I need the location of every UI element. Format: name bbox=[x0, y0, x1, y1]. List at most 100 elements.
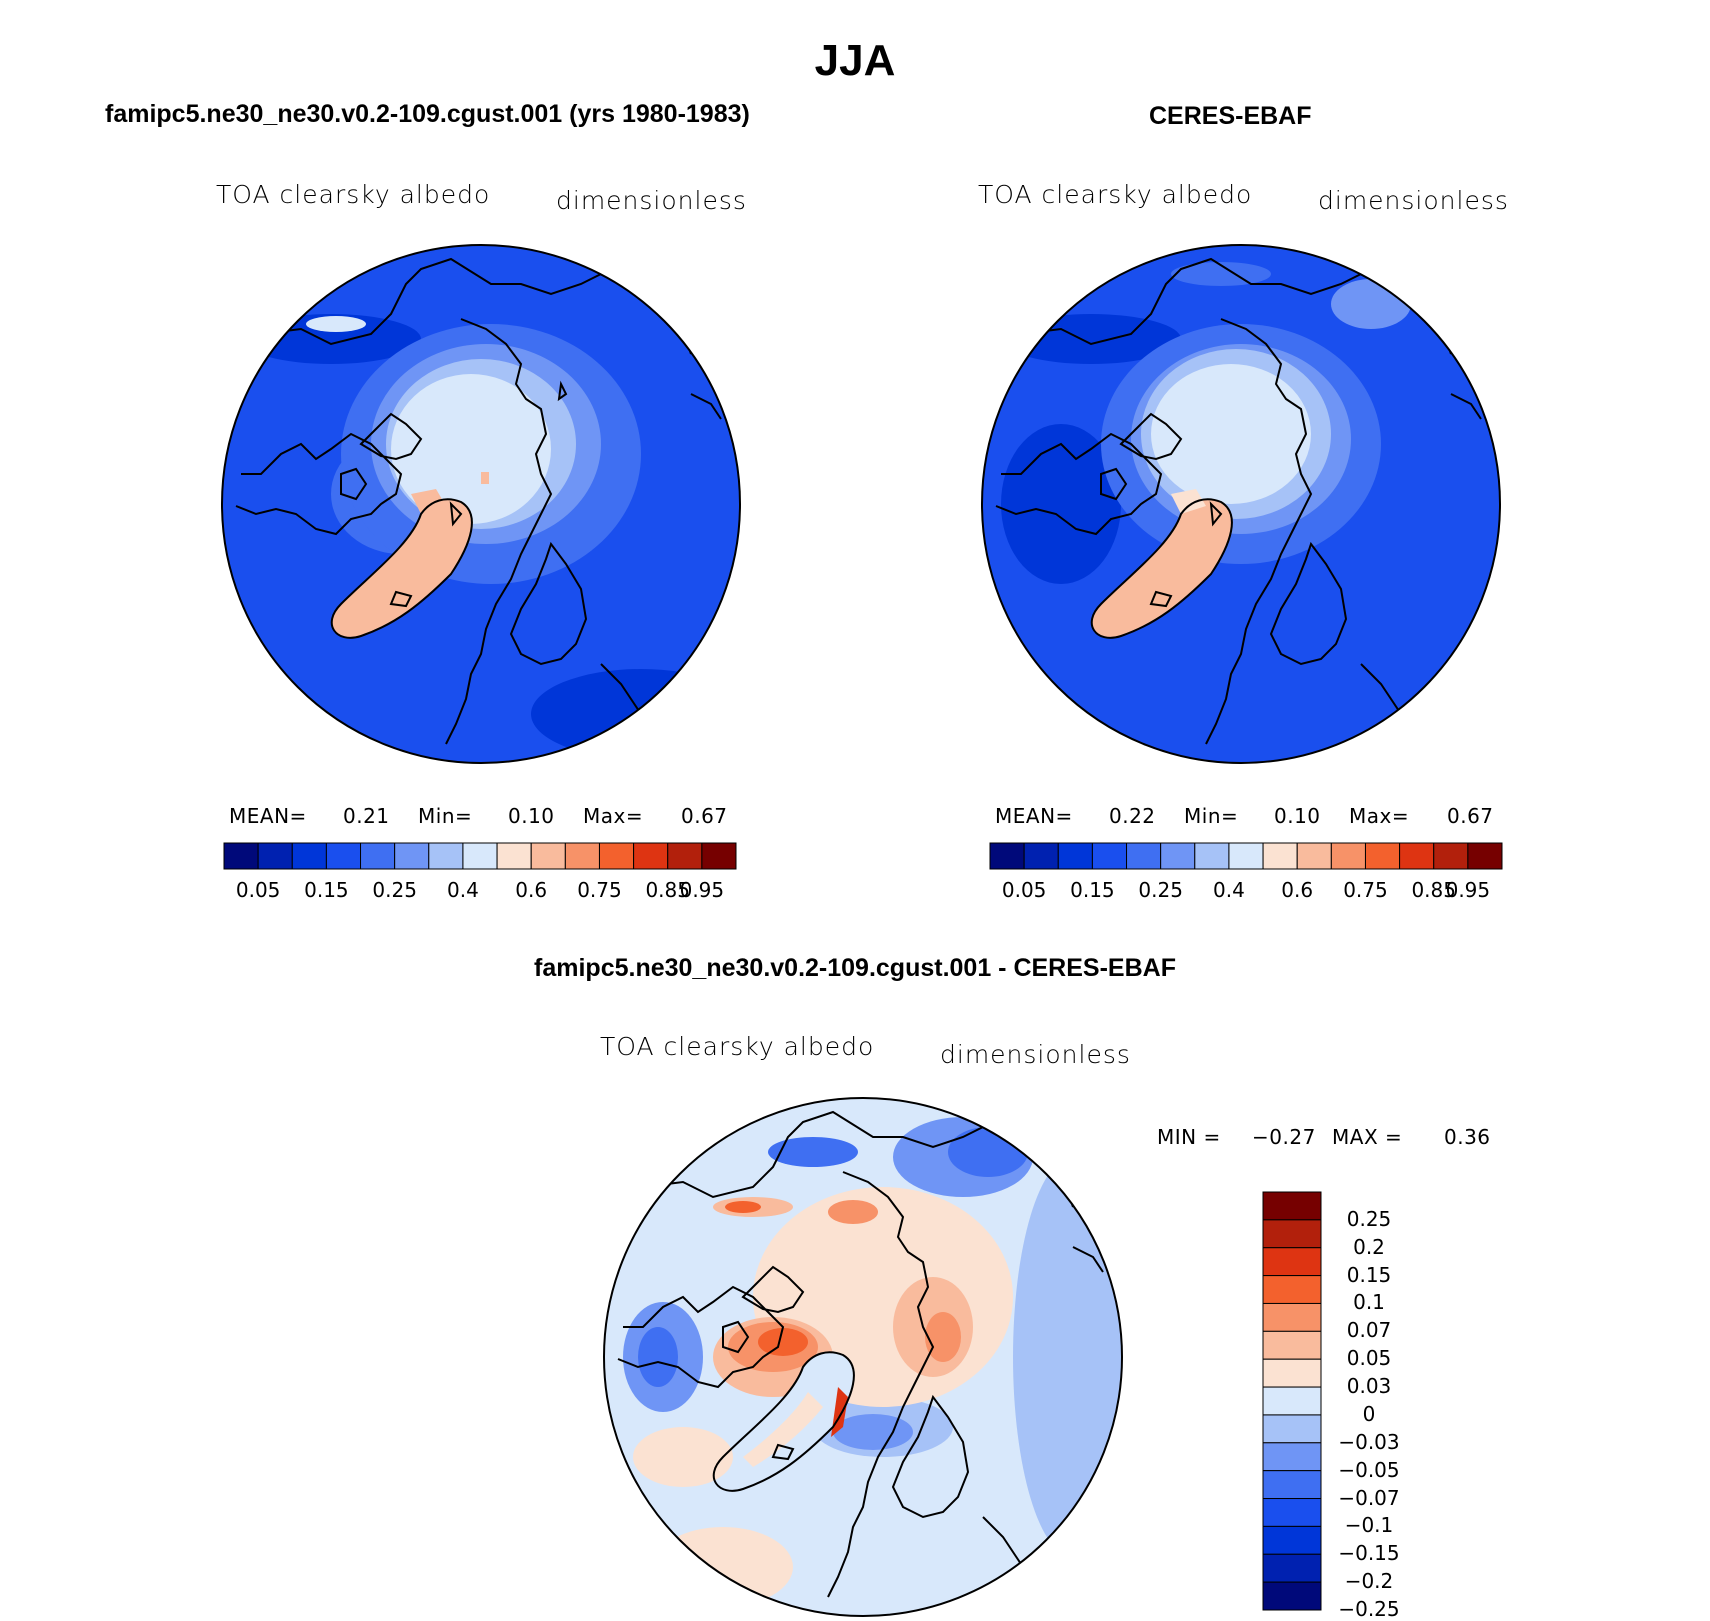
colorbar-tick-label: 0.25 bbox=[1346, 1206, 1392, 1231]
variable-label-diff: TOA clearsky albedo bbox=[600, 1032, 875, 1061]
units-label-model: dimensionless bbox=[556, 186, 747, 215]
panel-title-model: famipc5.ne30_ne30.v0.2-109.cgust.001 (yr… bbox=[105, 100, 750, 128]
panel-title-diff: famipc5.ne30_ne30.v0.2-109.cgust.001 - C… bbox=[534, 954, 1176, 982]
colorbar-swatch bbox=[1262, 1358, 1322, 1388]
colorbar-tick-label: 0.05 bbox=[235, 878, 281, 902]
colorbar-swatch bbox=[496, 842, 532, 870]
stat-max-value-diff: 0.36 bbox=[1444, 1125, 1491, 1149]
colorbar-tick-label: 0.25 bbox=[372, 878, 417, 902]
colorbar-swatch bbox=[1433, 842, 1469, 870]
stat-mean-label-model: MEAN= bbox=[229, 804, 307, 828]
page-title: JJA bbox=[814, 36, 896, 85]
colorbar-diff bbox=[1262, 1191, 1322, 1611]
colorbar-swatch bbox=[223, 842, 259, 870]
colorbar-obs bbox=[989, 842, 1503, 870]
colorbar-labels-model: 0.05 0.15 0.25 0.4 0.6 0.75 0.85 0.95 bbox=[223, 878, 737, 904]
colorbar-swatch bbox=[701, 842, 737, 870]
colorbar-tick-label: 0.75 bbox=[577, 878, 622, 902]
colorbar-tick-label: 0.05 bbox=[1001, 878, 1047, 902]
colorbar-tick-label: 0.25 bbox=[1138, 878, 1183, 902]
colorbar-swatch bbox=[325, 842, 362, 870]
colorbar-model bbox=[223, 842, 737, 870]
colorbar-swatch bbox=[1467, 842, 1503, 870]
colorbar-tick-label: 0.15 bbox=[304, 878, 349, 902]
colorbar-tick-label: 0.4 bbox=[1213, 878, 1245, 902]
stat-mean-value-obs: 0.22 bbox=[1109, 804, 1156, 828]
colorbar-swatch bbox=[1262, 1470, 1322, 1500]
units-label-diff: dimensionless bbox=[940, 1040, 1131, 1069]
stat-max-label-obs: Max= bbox=[1349, 804, 1410, 828]
colorbar-tick-label: 0.15 bbox=[1346, 1262, 1392, 1287]
colorbar-swatch bbox=[1262, 1330, 1322, 1360]
colorbar-swatch bbox=[1262, 1553, 1322, 1583]
colorbar-tick-label: −0.05 bbox=[1338, 1457, 1400, 1482]
colorbar-swatch bbox=[1262, 1581, 1322, 1611]
variable-label-obs: TOA clearsky albedo bbox=[978, 180, 1253, 209]
colorbar-tick-label: −0.1 bbox=[1344, 1513, 1394, 1538]
colorbar-swatch bbox=[291, 842, 327, 870]
stat-max-value-obs: 0.67 bbox=[1447, 804, 1494, 828]
stat-max-value-model: 0.67 bbox=[681, 804, 728, 828]
polar-map-diff bbox=[603, 1097, 1123, 1617]
polar-map-model bbox=[221, 244, 741, 764]
colorbar-tick-label: 0.1 bbox=[1353, 1290, 1385, 1315]
colorbar-swatch bbox=[1262, 1414, 1322, 1444]
colorbar-swatch bbox=[1262, 1247, 1322, 1277]
colorbar-swatch bbox=[1262, 1219, 1322, 1249]
colorbar-tick-label: 0.05 bbox=[1346, 1346, 1392, 1371]
stat-min-value-diff: −0.27 bbox=[1252, 1125, 1316, 1149]
colorbar-tick-label: 0.2 bbox=[1353, 1234, 1385, 1259]
colorbar-swatch bbox=[564, 842, 600, 870]
colorbar-swatch bbox=[428, 842, 464, 870]
colorbar-tick-label: 0.15 bbox=[1070, 878, 1115, 902]
colorbar-swatch bbox=[1262, 1191, 1322, 1221]
colorbar-swatch bbox=[530, 842, 566, 870]
colorbar-tick-label: 0.4 bbox=[447, 878, 479, 902]
colorbar-tick-label: −0.15 bbox=[1338, 1541, 1400, 1566]
colorbar-swatch bbox=[1160, 842, 1196, 870]
colorbar-labels-diff: 0.25 0.2 0.15 0.1 0.07 0.05 0.03 0 −0.03 −0.05 −0.… bbox=[1330, 1191, 1450, 1621]
colorbar-swatch bbox=[1262, 1275, 1322, 1304]
colorbar-tick-label: 0 bbox=[1362, 1401, 1376, 1426]
stat-max-label-diff: MAX = bbox=[1332, 1125, 1403, 1149]
colorbar-swatch bbox=[598, 842, 635, 870]
colorbar-tick-label: −0.2 bbox=[1344, 1569, 1394, 1594]
stat-min-label-model: Min= bbox=[418, 804, 473, 828]
variable-label-model: TOA clearsky albedo bbox=[216, 180, 491, 209]
colorbar-swatch bbox=[1091, 842, 1128, 870]
colorbar-swatch bbox=[1262, 1498, 1322, 1527]
colorbar-swatch bbox=[1023, 842, 1059, 870]
panel-title-obs: CERES-EBAF bbox=[1149, 102, 1312, 130]
colorbar-tick-label: −0.07 bbox=[1338, 1485, 1400, 1510]
colorbar-swatch bbox=[1228, 842, 1264, 870]
colorbar-tick-label: 0.95 bbox=[1445, 878, 1491, 902]
colorbar-tick-label: 0.6 bbox=[515, 878, 548, 902]
stat-max-label-model: Max= bbox=[583, 804, 644, 828]
colorbar-swatch bbox=[1364, 842, 1401, 870]
colorbar-swatch bbox=[1262, 1386, 1322, 1416]
colorbar-tick-label: 0.6 bbox=[1281, 878, 1314, 902]
units-label-obs: dimensionless bbox=[1318, 186, 1509, 215]
colorbar-swatch bbox=[1194, 842, 1230, 870]
colorbar-tick-label: −0.25 bbox=[1338, 1597, 1400, 1621]
colorbar-swatch bbox=[360, 842, 396, 870]
stat-min-label-obs: Min= bbox=[1184, 804, 1239, 828]
colorbar-swatch bbox=[1126, 842, 1162, 870]
colorbar-tick-label: 0.85 bbox=[1411, 878, 1456, 902]
colorbar-swatch bbox=[1330, 842, 1366, 870]
colorbar-tick-label: 0.07 bbox=[1346, 1318, 1392, 1343]
stat-mean-value-model: 0.21 bbox=[343, 804, 390, 828]
stat-mean-label-obs: MEAN= bbox=[995, 804, 1073, 828]
colorbar-tick-label: −0.03 bbox=[1338, 1429, 1400, 1454]
colorbar-swatch bbox=[989, 842, 1025, 870]
colorbar-swatch bbox=[1262, 842, 1298, 870]
colorbar-swatch bbox=[633, 842, 669, 870]
polar-map-obs bbox=[981, 244, 1501, 764]
colorbar-swatch bbox=[257, 842, 293, 870]
colorbar-swatch bbox=[1296, 842, 1332, 870]
colorbar-tick-label: 0.85 bbox=[645, 878, 690, 902]
colorbar-tick-label: 0.03 bbox=[1346, 1374, 1392, 1399]
stat-min-value-obs: 0.10 bbox=[1274, 804, 1321, 828]
colorbar-swatch bbox=[1399, 842, 1435, 870]
colorbar-swatch bbox=[1057, 842, 1093, 870]
